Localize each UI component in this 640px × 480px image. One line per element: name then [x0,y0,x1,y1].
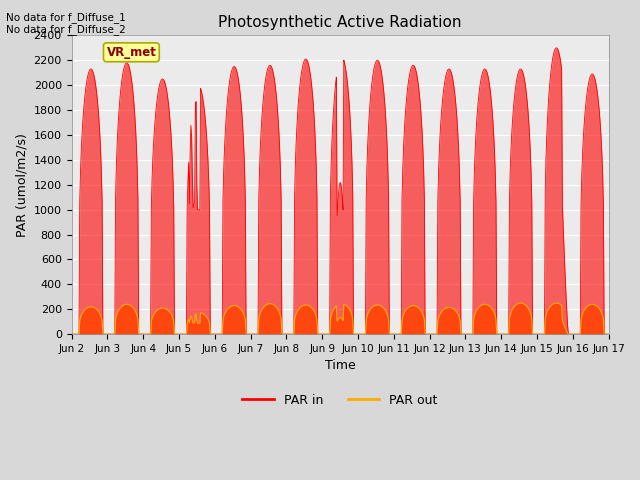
Legend: PAR in, PAR out: PAR in, PAR out [237,389,443,411]
Text: No data for f_Diffuse_2: No data for f_Diffuse_2 [6,24,126,35]
Text: No data for f_Diffuse_1: No data for f_Diffuse_1 [6,12,126,23]
Text: VR_met: VR_met [106,46,156,59]
X-axis label: Time: Time [324,360,355,372]
Y-axis label: PAR (umol/m2/s): PAR (umol/m2/s) [15,133,28,237]
Title: Photosynthetic Active Radiation: Photosynthetic Active Radiation [218,15,462,30]
